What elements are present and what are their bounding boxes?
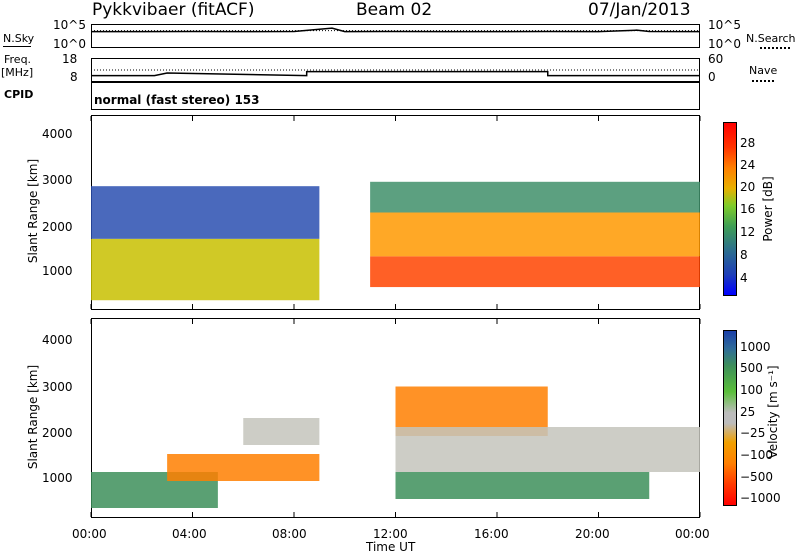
freq-ytick-bottom-right: 0 [708, 70, 716, 84]
xtick-0000: 00:00 [72, 527, 107, 541]
xtick-2000: 20:00 [575, 527, 610, 541]
velocity-panel [91, 318, 700, 518]
nave-legend-line [752, 80, 774, 82]
power-region-1 [91, 186, 320, 239]
nsky-legend-line [3, 46, 31, 47]
nsearch-label: N.Search [746, 32, 796, 45]
noise-series-0 [90, 27, 701, 33]
xtick-1600: 16:00 [474, 527, 509, 541]
power-ytick-3000: 3000 [42, 173, 73, 187]
velocity-cb-tick-neg500: −500 [740, 470, 773, 484]
power-cb-tick-28: 28 [740, 136, 756, 150]
power-cb-tick-16: 16 [740, 202, 756, 216]
noise-panel [91, 24, 700, 48]
date-title: 07/Jan/2013 [588, 0, 691, 20]
velocity-cb-tick-25: 25 [740, 405, 756, 419]
xtick-0800: 08:00 [272, 527, 307, 541]
noise-ytick-top-left: 10^5 [53, 18, 86, 32]
velocity-cb-tick-100: 100 [740, 383, 763, 397]
power-region-4 [370, 181, 700, 213]
power-region-0 [91, 238, 320, 301]
nave-label: Nave [749, 64, 778, 77]
velocity-region-4 [395, 427, 700, 472]
nsky-label: N.Sky [3, 32, 35, 45]
freq-label: Freq. [4, 53, 32, 66]
freq-ytick-top-right: 60 [708, 52, 724, 66]
velocity-ytick-4000: 4000 [42, 333, 73, 347]
power-cb-tick-8: 8 [740, 248, 748, 262]
velocity-ytick-1000: 1000 [42, 471, 73, 485]
velocity-region-5 [395, 472, 650, 499]
velocity-region-1 [167, 454, 320, 481]
velocity-cb-tick-neg100: −100 [740, 448, 773, 462]
noise-ytick-bottom-left: 10^0 [53, 37, 86, 51]
velocity-cb-tick-neg25: −25 [740, 426, 766, 440]
freq-ytick-bottom-left: 8 [70, 70, 78, 84]
power-cb-tick-12: 12 [740, 225, 756, 239]
freq-unit-label: [MHz] [1, 66, 34, 79]
noise-ytick-bottom-right: 10^0 [708, 37, 741, 51]
velocity-ytick-3000: 3000 [42, 380, 73, 394]
cpid-text: normal (fast stereo) 153 [94, 93, 260, 107]
velocity-cb-tick-500: 500 [740, 361, 763, 375]
power-ytick-1000: 1000 [42, 264, 73, 278]
freq-ytick-top-left: 18 [62, 52, 78, 66]
station-title: Pykkvibaer (fitACF) [92, 0, 255, 20]
velocity-cb-tick-neg1000: −1000 [740, 491, 781, 505]
power-cb-tick-20: 20 [740, 180, 756, 194]
xtick-2400: 00:00 [675, 527, 710, 541]
velocity-cb-tick-1000: 1000 [740, 340, 771, 354]
power-cb-tick-4: 4 [740, 271, 748, 285]
power-cb-tick-24: 24 [740, 158, 756, 172]
power-region-3 [370, 212, 700, 257]
xtick-1200: 12:00 [373, 527, 408, 541]
nsearch-legend-line [760, 47, 790, 49]
velocity-ytick-2000: 2000 [42, 426, 73, 440]
noise-ytick-top-right: 10^5 [708, 18, 741, 32]
cpid-label: CPID [4, 88, 34, 101]
beam-title: Beam 02 [356, 0, 433, 20]
freq-series-0 [91, 70, 700, 77]
velocity-region-2 [243, 418, 320, 445]
power-ytick-4000: 4000 [42, 127, 73, 141]
xlabel-time: Time UT [366, 540, 416, 554]
xtick-0400: 04:00 [172, 527, 207, 541]
power-region-2 [370, 256, 700, 288]
power-colorbar [723, 122, 737, 296]
velocity-colorbar [723, 330, 737, 506]
cpid-panel [91, 82, 700, 110]
power-ytick-2000: 2000 [42, 220, 73, 234]
